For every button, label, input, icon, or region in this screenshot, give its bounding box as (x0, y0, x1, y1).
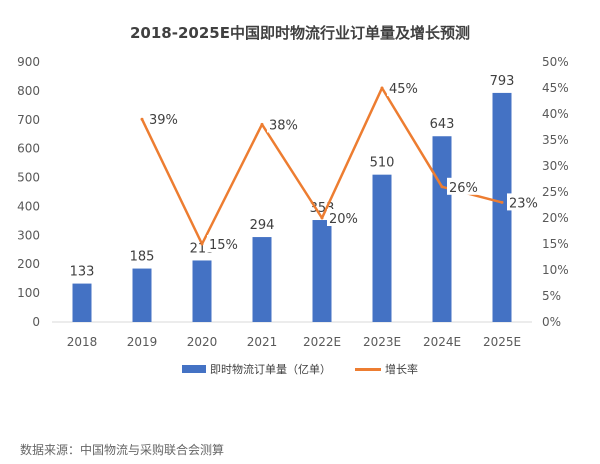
x-tick-label: 2024E (423, 335, 461, 349)
growth-label-bg (507, 193, 541, 211)
y-right-tick-label: 50% (542, 55, 569, 69)
bar (252, 237, 272, 322)
growth-label-bg (267, 115, 301, 133)
legend-swatch-bar (182, 365, 206, 373)
y-left-tick-label: 300 (17, 228, 40, 242)
y-right-tick-label: 30% (542, 159, 569, 173)
bar (432, 136, 452, 322)
bar-value-label: 510 (370, 156, 395, 171)
x-tick-label: 2019 (127, 335, 158, 349)
y-right-tick-label: 20% (542, 211, 569, 225)
y-right-tick-label: 5% (542, 289, 561, 303)
chart-svg: 0 100 200 300 400 500 600 700 800 900 0% 5% 10% 15% 20… (17, 55, 569, 349)
legend-label-orders: 即时物流订单量（亿单） (210, 363, 331, 376)
growth-point (320, 216, 324, 220)
growth-label-bg (387, 79, 421, 96)
y-left-tick-label: 500 (17, 171, 40, 185)
bar-value-label: 133 (70, 265, 95, 280)
growth-value-label: 26% (449, 181, 478, 196)
legend-label-growth: 增长率 (385, 363, 418, 376)
x-tick-label: 2025E (483, 335, 521, 349)
growth-value-label: 23% (509, 196, 538, 211)
x-tick-label: 2018 (67, 335, 98, 349)
x-tick-label: 2023E (363, 335, 401, 349)
growth-value-label: 20% (329, 212, 358, 227)
x-tick-label: 2021 (247, 335, 278, 349)
x-tick-label: 2020 (187, 335, 218, 349)
bar (192, 260, 212, 322)
legend: 即时物流订单量（亿单） 增长率 (0, 361, 600, 377)
growth-label-bg (147, 110, 181, 128)
y-right-tick-label: 45% (542, 81, 569, 95)
growth-point (200, 242, 204, 246)
y-left-tick-label: 900 (17, 55, 40, 69)
chart-title: 2018-2025E中国即时物流行业订单量及增长预测 (130, 24, 470, 42)
growth-point (140, 117, 144, 121)
y-right-tick-label: 0% (542, 315, 561, 329)
y-right-tick-label: 35% (542, 133, 569, 147)
y-left-tick-label: 700 (17, 113, 40, 127)
bar-value-label: 643 (430, 117, 455, 132)
y-right-tick-label: 25% (542, 185, 569, 199)
growth-point (260, 122, 264, 126)
bar (312, 220, 332, 322)
bar (372, 174, 392, 322)
growth-point (440, 185, 444, 189)
y-right-tick-label: 15% (542, 237, 569, 251)
bar (492, 92, 512, 323)
x-tick-label: 2022E (303, 335, 341, 349)
growth-value-label: 38% (269, 118, 298, 133)
y-left-tick-label: 800 (17, 84, 40, 98)
y-left-tick-label: 100 (17, 286, 40, 300)
y-left-tick-label: 400 (17, 199, 40, 213)
y-left-tick-label: 600 (17, 142, 40, 156)
legend-swatch-line (355, 367, 381, 371)
growth-value-label: 15% (209, 238, 238, 253)
growth-label-bg (447, 177, 481, 195)
growth-point (500, 200, 504, 204)
bar-value-label: 793 (490, 74, 515, 89)
legend-item-orders: 即时物流订单量（亿单） (182, 361, 331, 377)
source-note: 数据来源：中国物流与采购联合会测算 (20, 443, 225, 457)
growth-value-label: 39% (149, 113, 178, 128)
bar (72, 283, 92, 322)
growth-value-label: 45% (389, 82, 418, 97)
y-right-tick-label: 10% (542, 263, 569, 277)
growth-point (380, 86, 384, 90)
y-right-tick-label: 40% (542, 107, 569, 121)
bar-value-label: 294 (250, 218, 275, 233)
y-left-tick-label: 200 (17, 257, 40, 271)
legend-item-growth: 增长率 (355, 361, 418, 377)
bar-value-label: 185 (130, 250, 155, 265)
growth-label-bg (207, 235, 241, 252)
bar (132, 268, 152, 322)
growth-label-bg (327, 209, 361, 226)
y-left-tick-label: 0 (32, 315, 40, 329)
